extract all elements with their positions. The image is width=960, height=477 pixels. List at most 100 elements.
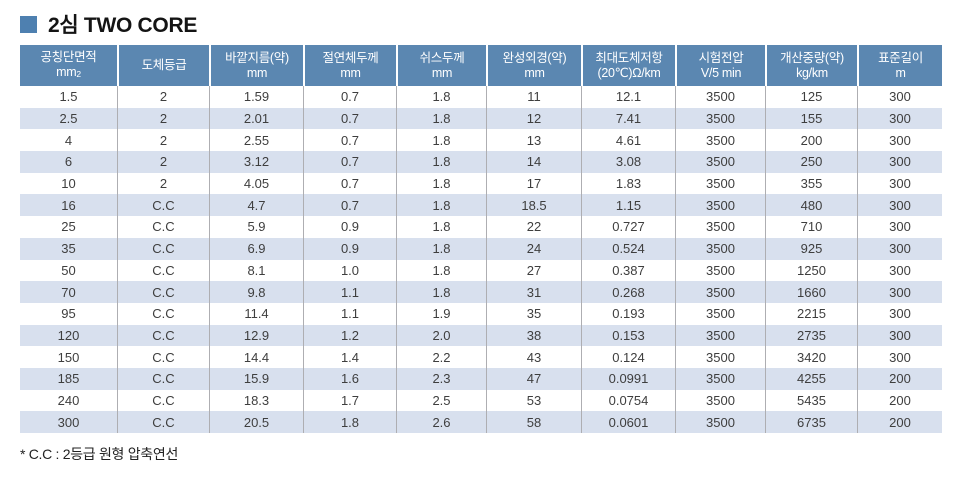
cell-standard-length: 200	[857, 389, 942, 412]
table-header-row: 공칭단면적 mm2 도체등급 바깥지름(약) mm 절연체두께 mm 쉬스두께 mm 완성외경(약…	[20, 45, 942, 86]
cell-standard-length: 300	[857, 324, 942, 347]
cell-finished-od: 11	[486, 86, 581, 108]
cell-test-voltage: 3500	[675, 216, 765, 238]
table-row: 240 C.C 18.3 1.7 2.5 53 0.0754 3500 5435 200	[20, 389, 942, 412]
cell-insulation-thickness: 0.9	[303, 216, 396, 238]
cell-outer-diameter: 11.4	[209, 302, 303, 325]
cell-sheath-thickness: 2.5	[396, 389, 486, 412]
table-row: 10 2 4.05 0.7 1.8 17 1.83 3500 355 300	[20, 172, 942, 195]
table-row: 95 C.C 11.4 1.1 1.9 35 0.193 3500 2215 300	[20, 302, 942, 325]
cell-sheath-thickness: 2.0	[396, 324, 486, 347]
cell-standard-length: 300	[857, 346, 942, 368]
cell-conductor-class: 2	[117, 172, 209, 195]
cell-approx-weight: 1660	[765, 281, 857, 303]
cell-test-voltage: 3500	[675, 281, 765, 303]
column-header-nominal-area: 공칭단면적 mm2	[20, 45, 117, 86]
cell-standard-length: 300	[857, 237, 942, 260]
cell-test-voltage: 3500	[675, 86, 765, 108]
cell-insulation-thickness: 0.7	[303, 107, 396, 130]
cell-insulation-thickness: 1.1	[303, 281, 396, 303]
cell-standard-length: 300	[857, 107, 942, 130]
cell-finished-od: 14	[486, 151, 581, 173]
cell-max-resistance: 7.41	[581, 107, 675, 130]
cell-approx-weight: 2215	[765, 302, 857, 325]
cell-conductor-class: 2	[117, 86, 209, 108]
cell-approx-weight: 250	[765, 151, 857, 173]
cell-finished-od: 12	[486, 107, 581, 130]
cell-finished-od: 35	[486, 302, 581, 325]
cell-insulation-thickness: 1.7	[303, 389, 396, 412]
cell-outer-diameter: 14.4	[209, 346, 303, 368]
page-root: 2심 TWO CORE 공칭단면적 mm2 도체등급 바깥지름(약) mm 절연체두께 mm…	[20, 14, 942, 462]
cell-standard-length: 300	[857, 281, 942, 303]
cell-finished-od: 18.5	[486, 194, 581, 217]
cell-test-voltage: 3500	[675, 107, 765, 130]
cell-standard-length: 200	[857, 367, 942, 390]
cell-nominal-area: 150	[20, 346, 117, 368]
cell-test-voltage: 3500	[675, 259, 765, 282]
cell-test-voltage: 3500	[675, 172, 765, 195]
cell-max-resistance: 0.524	[581, 237, 675, 260]
cell-approx-weight: 6735	[765, 411, 857, 433]
cell-standard-length: 300	[857, 129, 942, 152]
cell-insulation-thickness: 1.1	[303, 302, 396, 325]
cell-conductor-class: C.C	[117, 302, 209, 325]
table-row: 2.5 2 2.01 0.7 1.8 12 7.41 3500 155 300	[20, 107, 942, 130]
cell-conductor-class: C.C	[117, 216, 209, 238]
cell-max-resistance: 0.124	[581, 346, 675, 368]
cell-standard-length: 300	[857, 259, 942, 282]
cell-max-resistance: 0.193	[581, 302, 675, 325]
cell-finished-od: 17	[486, 172, 581, 195]
cell-outer-diameter: 15.9	[209, 367, 303, 390]
cell-sheath-thickness: 1.8	[396, 237, 486, 260]
cell-insulation-thickness: 1.0	[303, 259, 396, 282]
cell-insulation-thickness: 1.6	[303, 367, 396, 390]
cell-approx-weight: 480	[765, 194, 857, 217]
cell-nominal-area: 2.5	[20, 107, 117, 130]
cell-max-resistance: 0.268	[581, 281, 675, 303]
cell-outer-diameter: 1.59	[209, 86, 303, 108]
table-row: 1.5 2 1.59 0.7 1.8 11 12.1 3500 125 300	[20, 86, 942, 108]
column-header-max-resistance: 최대도체저항 (20℃)Ω/km	[581, 45, 675, 86]
cell-test-voltage: 3500	[675, 346, 765, 368]
cell-test-voltage: 3500	[675, 302, 765, 325]
cell-conductor-class: C.C	[117, 281, 209, 303]
cell-test-voltage: 3500	[675, 194, 765, 217]
table-header: 공칭단면적 mm2 도체등급 바깥지름(약) mm 절연체두께 mm 쉬스두께 mm 완성외경(약…	[20, 45, 942, 86]
cell-approx-weight: 2735	[765, 324, 857, 347]
cell-sheath-thickness: 1.9	[396, 302, 486, 325]
cell-max-resistance: 12.1	[581, 86, 675, 108]
cell-outer-diameter: 3.12	[209, 151, 303, 173]
cell-sheath-thickness: 1.8	[396, 259, 486, 282]
table-row: 185 C.C 15.9 1.6 2.3 47 0.0991 3500 4255 200	[20, 367, 942, 390]
cell-max-resistance: 0.0754	[581, 389, 675, 412]
cell-conductor-class: 2	[117, 129, 209, 152]
table-row: 150 C.C 14.4 1.4 2.2 43 0.124 3500 3420 300	[20, 346, 942, 368]
cell-nominal-area: 95	[20, 302, 117, 325]
cell-approx-weight: 710	[765, 216, 857, 238]
cell-max-resistance: 0.0991	[581, 367, 675, 390]
cell-nominal-area: 4	[20, 129, 117, 152]
cell-nominal-area: 185	[20, 367, 117, 390]
cell-finished-od: 43	[486, 346, 581, 368]
cell-conductor-class: C.C	[117, 389, 209, 412]
cell-outer-diameter: 5.9	[209, 216, 303, 238]
cell-standard-length: 200	[857, 411, 942, 433]
cell-outer-diameter: 12.9	[209, 324, 303, 347]
column-header-approx-weight: 개산중량(약) kg/km	[765, 45, 857, 86]
cell-standard-length: 300	[857, 151, 942, 173]
column-header-insulation-thickness: 절연체두께 mm	[303, 45, 396, 86]
cell-finished-od: 24	[486, 237, 581, 260]
cell-nominal-area: 10	[20, 172, 117, 195]
table-row: 16 C.C 4.7 0.7 1.8 18.5 1.15 3500 480 300	[20, 194, 942, 217]
column-header-finished-od: 완성외경(약) mm	[486, 45, 581, 86]
cell-nominal-area: 35	[20, 237, 117, 260]
cell-insulation-thickness: 0.7	[303, 151, 396, 173]
cell-max-resistance: 3.08	[581, 151, 675, 173]
cell-nominal-area: 16	[20, 194, 117, 217]
cell-finished-od: 27	[486, 259, 581, 282]
cell-test-voltage: 3500	[675, 129, 765, 152]
column-header-test-voltage: 시험전압 V/5 min	[675, 45, 765, 86]
cell-nominal-area: 50	[20, 259, 117, 282]
cell-approx-weight: 355	[765, 172, 857, 195]
